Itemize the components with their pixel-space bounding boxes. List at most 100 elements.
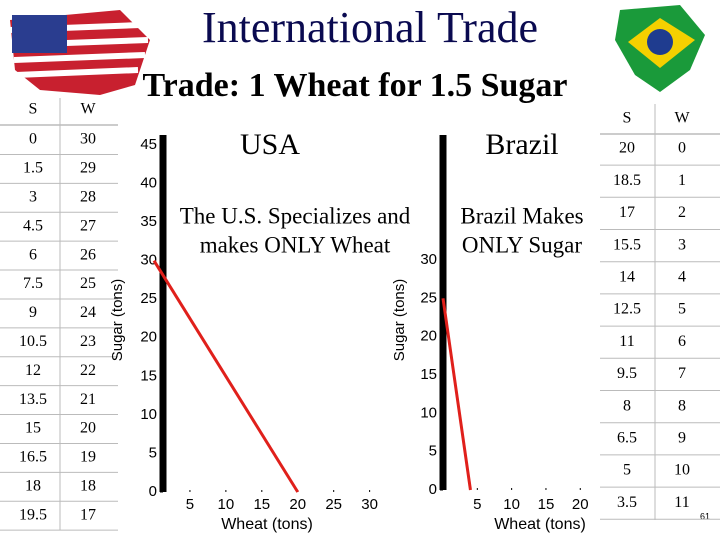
y-tick-label: 15	[420, 366, 437, 383]
table-cell: 27	[80, 217, 96, 234]
y-tick-label: 5	[149, 444, 157, 461]
y-axis-label: Sugar (tons)	[109, 279, 126, 362]
annotation: The U.S. Specializes and	[180, 203, 411, 228]
x-tick-label: 25	[325, 496, 342, 513]
table-cell: 8	[623, 397, 631, 414]
table-cell: 18	[25, 477, 41, 494]
y-tick-label: 25	[420, 289, 437, 306]
x-axis-label: Wheat (tons)	[221, 516, 313, 533]
table-cell: 20	[80, 420, 96, 437]
x-tick-label: 15	[253, 496, 270, 513]
table-cell: 29	[80, 160, 96, 177]
table-cell: 12	[25, 362, 41, 379]
y-axis-label: Sugar (tons)	[391, 279, 408, 362]
table-cell: 1.5	[23, 160, 43, 177]
x-tick-label: 10	[503, 496, 520, 513]
table-cell: 11	[619, 333, 634, 350]
table-cell: 4	[678, 268, 686, 285]
y-tick-label: 10	[420, 404, 437, 421]
y-tick-label: 25	[140, 290, 157, 307]
table-cell: 3	[678, 236, 686, 253]
x-tick-label: 20	[289, 496, 306, 513]
y-tick-label: 0	[429, 481, 437, 498]
table-header: S	[29, 101, 38, 118]
table-header: S	[623, 110, 632, 127]
y-tick-label: 45	[140, 136, 157, 153]
table-cell: 23	[80, 333, 96, 350]
y-tick-label: 20	[420, 328, 437, 345]
y-tick-label: 30	[420, 251, 437, 268]
table-cell: 1	[678, 172, 686, 189]
table-cell: 6	[29, 246, 37, 263]
table-cell: 19	[80, 449, 96, 466]
table-cell: 0	[678, 140, 686, 157]
slide-title: International Trade	[202, 3, 538, 52]
table-cell: 5	[678, 301, 686, 318]
table-cell: 7	[678, 365, 686, 382]
table-cell: 15	[25, 420, 41, 437]
table-cell: 3	[29, 188, 37, 205]
chart-title: Brazil	[485, 128, 558, 161]
table-cell: 10.5	[19, 333, 47, 350]
chart-title: USA	[240, 128, 300, 161]
trade-line	[152, 259, 300, 493]
usa-flag	[9, 10, 150, 95]
y-tick-label: 15	[140, 367, 157, 384]
table-cell: 14	[619, 268, 635, 285]
table-cell: 5	[623, 462, 631, 479]
annotation: makes ONLY Wheat	[200, 232, 391, 257]
table-cell: 4.5	[23, 217, 43, 234]
x-tick-label: 15	[538, 496, 555, 513]
table-cell: 10	[674, 462, 690, 479]
table-cell: 12.5	[613, 301, 641, 318]
table-cell: 2	[678, 204, 686, 221]
y-tick-label: 5	[429, 443, 437, 460]
table-cell: 26	[80, 246, 96, 263]
table-cell: 13.5	[19, 391, 47, 408]
table-cell: 28	[80, 188, 96, 205]
table-cell: 15.5	[613, 236, 641, 253]
y-tick-label: 0	[149, 483, 157, 500]
x-tick-label: 10	[218, 496, 235, 513]
table-cell: 21	[80, 391, 96, 408]
table-cell: 7.5	[23, 275, 43, 292]
slide-subtitle: Trade: 1 Wheat for 1.5 Sugar	[143, 67, 568, 104]
table-cell: 17	[619, 204, 635, 221]
table-cell: 25	[80, 275, 96, 292]
trade-line	[441, 298, 472, 491]
brazil-flag	[615, 5, 705, 92]
table-cell: 9	[678, 429, 686, 446]
table-cell: 9	[29, 304, 37, 321]
table-cell: 6.5	[617, 429, 637, 446]
table-header: W	[80, 101, 96, 118]
annotation: Brazil Makes	[460, 203, 583, 228]
y-tick-label: 10	[140, 406, 157, 423]
y-tick-label: 35	[140, 213, 157, 230]
x-tick-label: 5	[473, 496, 481, 513]
table-cell: 0	[29, 131, 37, 148]
x-tick-label: 5	[186, 496, 194, 513]
annotation: ONLY Sugar	[462, 232, 582, 257]
table-cell: 20	[619, 140, 635, 157]
table-cell: 3.5	[617, 494, 637, 511]
table-cell: 18.5	[613, 172, 641, 189]
table-cell: 9.5	[617, 365, 637, 382]
table-header: W	[674, 110, 690, 127]
table-cell: 8	[678, 397, 686, 414]
table-cell: 17	[80, 506, 96, 523]
y-tick-label: 20	[140, 329, 157, 346]
table-cell: 22	[80, 362, 96, 379]
page-number: 61	[700, 511, 710, 521]
table-cell: 30	[80, 131, 96, 148]
table-cell: 6	[678, 333, 686, 350]
table-cell: 11	[674, 494, 689, 511]
y-tick-label: 30	[140, 252, 157, 269]
table-cell: 24	[80, 304, 96, 321]
table-cell: 19.5	[19, 506, 47, 523]
table-cell: 16.5	[19, 449, 47, 466]
x-tick-label: 20	[572, 496, 589, 513]
x-tick-label: 30	[361, 496, 378, 513]
x-axis-label: Wheat (tons)	[494, 516, 586, 533]
table-cell: 18	[80, 477, 96, 494]
